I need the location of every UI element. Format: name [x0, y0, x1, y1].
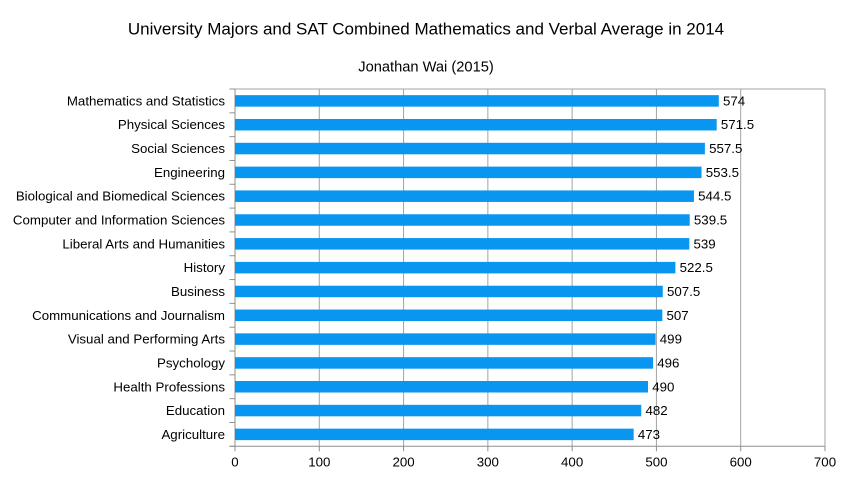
- svg-text:Communications and Journalism: Communications and Journalism: [32, 308, 225, 323]
- svg-text:Agriculture: Agriculture: [161, 427, 225, 442]
- svg-text:400: 400: [561, 455, 583, 470]
- svg-text:507.5: 507.5: [667, 284, 700, 299]
- svg-text:Biological and Biomedical Scie: Biological and Biomedical Sciences: [16, 189, 226, 204]
- svg-text:544.5: 544.5: [698, 189, 731, 204]
- svg-text:University Majors and SAT Comb: University Majors and SAT Combined Mathe…: [128, 20, 724, 39]
- svg-text:Social Sciences: Social Sciences: [131, 141, 225, 156]
- svg-text:Education: Education: [166, 403, 225, 418]
- svg-text:100: 100: [308, 455, 330, 470]
- svg-text:300: 300: [477, 455, 499, 470]
- svg-text:Physical Sciences: Physical Sciences: [118, 117, 226, 132]
- svg-text:Business: Business: [171, 284, 225, 299]
- svg-text:482: 482: [645, 403, 667, 418]
- svg-text:200: 200: [392, 455, 414, 470]
- svg-text:571.5: 571.5: [721, 117, 754, 132]
- svg-text:Engineering: Engineering: [154, 165, 225, 180]
- svg-text:Computer and Information Scien: Computer and Information Sciences: [13, 213, 225, 228]
- svg-text:553.5: 553.5: [706, 165, 739, 180]
- svg-text:539: 539: [694, 236, 716, 251]
- svg-text:Psychology: Psychology: [157, 355, 225, 370]
- svg-text:507: 507: [667, 308, 689, 323]
- svg-text:539.5: 539.5: [694, 213, 727, 228]
- svg-text:600: 600: [730, 455, 752, 470]
- svg-text:499: 499: [660, 332, 682, 347]
- svg-text:557.5: 557.5: [709, 141, 742, 156]
- svg-text:Liberal Arts and Humanities: Liberal Arts and Humanities: [62, 236, 225, 251]
- svg-text:Visual and Performing Arts: Visual and Performing Arts: [68, 332, 226, 347]
- svg-text:490: 490: [652, 379, 674, 394]
- svg-text:522.5: 522.5: [680, 260, 713, 275]
- svg-text:Health Professions: Health Professions: [113, 379, 225, 394]
- svg-text:History: History: [184, 260, 226, 275]
- svg-text:496: 496: [657, 355, 679, 370]
- svg-text:473: 473: [638, 427, 660, 442]
- svg-text:700: 700: [814, 455, 836, 470]
- svg-text:0: 0: [231, 455, 238, 470]
- svg-text:574: 574: [723, 93, 745, 108]
- svg-text:Jonathan Wai (2015): Jonathan Wai (2015): [358, 60, 494, 76]
- svg-text:Mathematics and Statistics: Mathematics and Statistics: [67, 93, 225, 108]
- svg-text:500: 500: [645, 455, 667, 470]
